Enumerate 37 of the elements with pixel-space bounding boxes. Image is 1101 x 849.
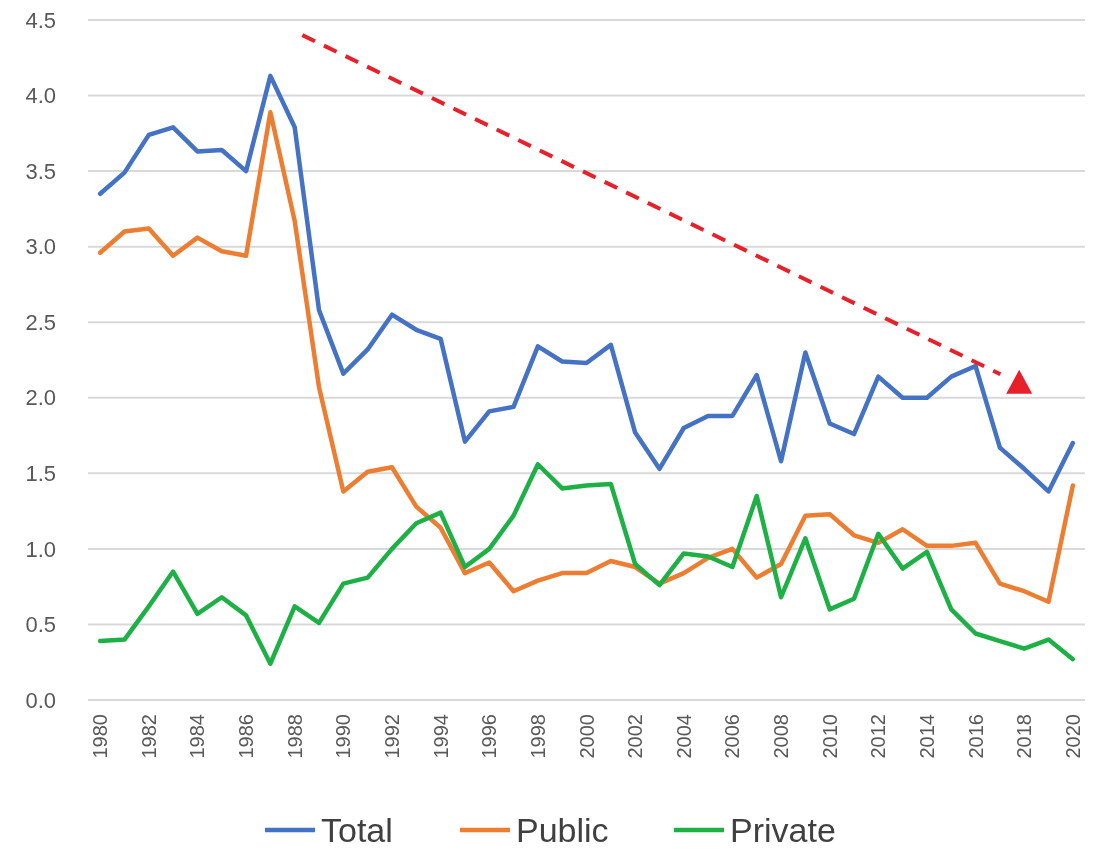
y-tick-label: 1.5: [25, 461, 56, 487]
x-tick-label: 1992: [380, 714, 403, 759]
x-tick-label: 2012: [867, 714, 890, 759]
x-tick-label: 1994: [429, 714, 452, 759]
x-tick-label: 2010: [818, 714, 841, 759]
line-series: [97, 73, 1076, 494]
x-tick-label: 2018: [1013, 714, 1036, 759]
x-tick-label: 1980: [89, 714, 112, 759]
y-tick-label: 2.0: [25, 385, 56, 411]
x-tick-label: 2004: [672, 714, 695, 759]
legend-label: Private: [730, 810, 836, 849]
x-tick-label: 1986: [235, 714, 258, 759]
x-tick-label: 1988: [283, 714, 306, 759]
legend-label: Total: [321, 810, 393, 849]
y-tick-label: 2.5: [25, 309, 56, 335]
x-tick-label: 2008: [770, 714, 793, 759]
x-tick-label: 2020: [1061, 714, 1084, 759]
x-tick-label: 2002: [624, 714, 647, 759]
x-tick-label: 1998: [526, 714, 549, 759]
y-tick-label: 3.0: [25, 234, 56, 260]
y-tick-label: 0.0: [25, 687, 56, 713]
x-tick-label: 1984: [186, 714, 209, 759]
line-series: [97, 462, 1076, 666]
x-tick-label: 2006: [721, 714, 744, 759]
y-tick-label: 0.5: [25, 612, 56, 638]
x-tick-label: 1982: [137, 714, 160, 759]
x-tick-label: 2014: [915, 714, 938, 759]
y-tick-label: 4.5: [25, 7, 56, 33]
line-series: [97, 109, 1076, 605]
x-tick-label: 1990: [332, 714, 355, 759]
y-tick-label: 3.5: [25, 158, 56, 184]
legend-label: Public: [516, 810, 609, 849]
x-tick-label: 2000: [575, 714, 598, 759]
y-tick-label: 1.0: [25, 536, 56, 562]
x-tick-label: 2016: [964, 714, 987, 759]
x-tick-label: 1996: [478, 714, 501, 759]
y-tick-label: 4.0: [25, 83, 56, 109]
